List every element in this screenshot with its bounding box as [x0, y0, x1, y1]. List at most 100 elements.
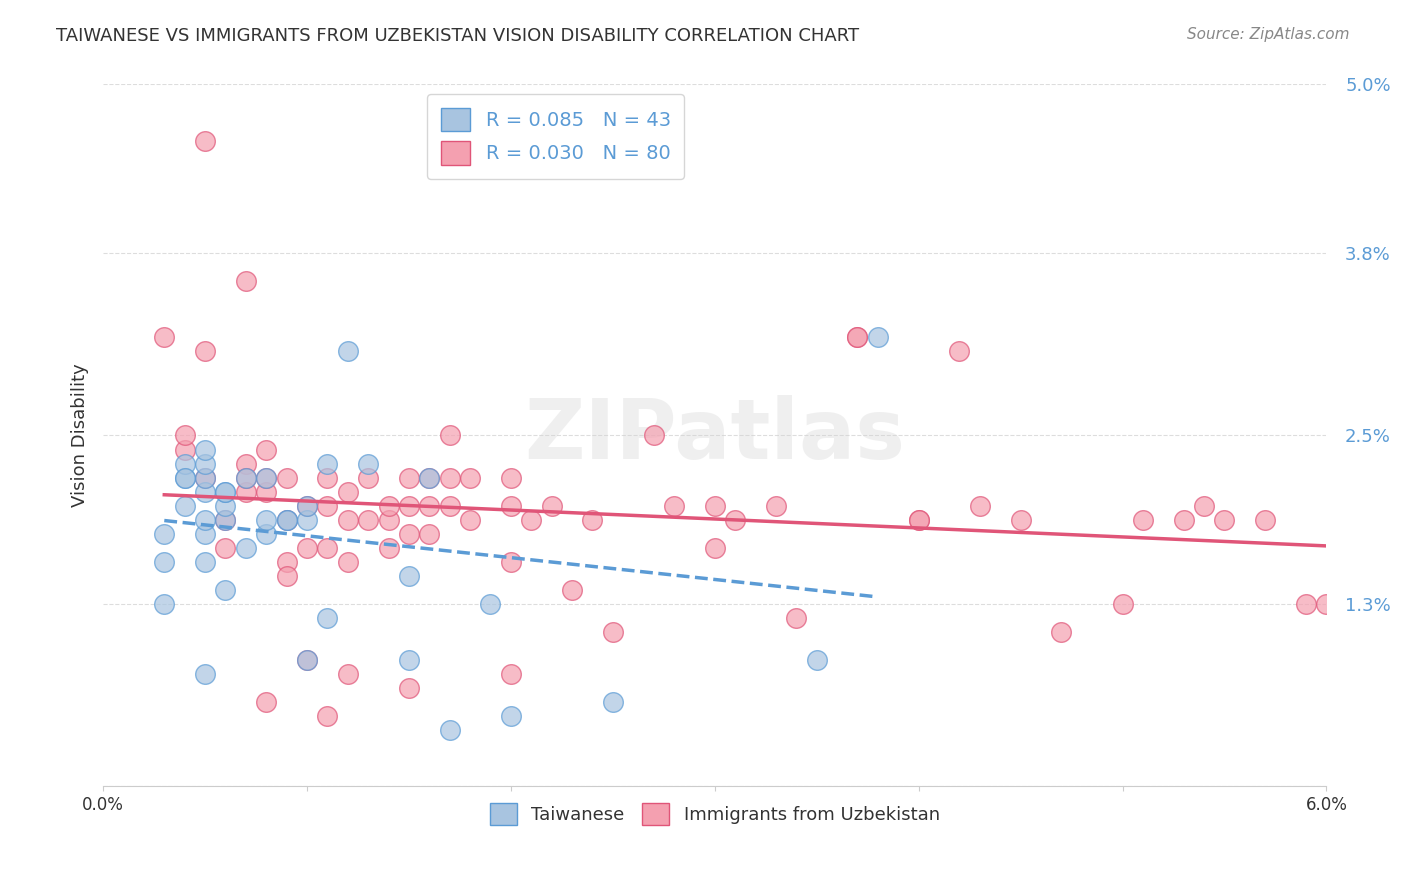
Point: [153, 555, 176, 569]
Point: [846, 330, 869, 344]
Point: [316, 470, 339, 484]
Point: [316, 457, 339, 471]
Point: [235, 470, 257, 484]
Point: [235, 541, 257, 555]
Point: [520, 513, 543, 527]
Point: [1254, 513, 1277, 527]
Point: [235, 274, 257, 288]
Legend: Taiwanese, Immigrants from Uzbekistan: Taiwanese, Immigrants from Uzbekistan: [481, 794, 949, 834]
Point: [398, 470, 420, 484]
Point: [194, 344, 217, 359]
Point: [153, 330, 176, 344]
Point: [194, 513, 217, 527]
Point: [276, 569, 298, 583]
Point: [1050, 625, 1073, 640]
Point: [214, 541, 236, 555]
Point: [194, 484, 217, 499]
Point: [295, 653, 318, 667]
Point: [254, 442, 277, 457]
Point: [806, 653, 828, 667]
Point: [398, 569, 420, 583]
Point: [866, 330, 889, 344]
Point: [377, 499, 399, 513]
Point: [295, 541, 318, 555]
Text: Source: ZipAtlas.com: Source: ZipAtlas.com: [1187, 27, 1350, 42]
Point: [439, 499, 461, 513]
Point: [499, 470, 522, 484]
Point: [316, 611, 339, 625]
Point: [254, 470, 277, 484]
Point: [276, 513, 298, 527]
Point: [418, 470, 440, 484]
Point: [173, 457, 195, 471]
Point: [295, 513, 318, 527]
Point: [194, 457, 217, 471]
Point: [969, 499, 991, 513]
Point: [194, 555, 217, 569]
Point: [295, 499, 318, 513]
Point: [194, 470, 217, 484]
Point: [499, 555, 522, 569]
Point: [336, 555, 359, 569]
Point: [846, 330, 869, 344]
Point: [662, 499, 685, 513]
Point: [336, 484, 359, 499]
Point: [377, 513, 399, 527]
Point: [499, 667, 522, 681]
Point: [499, 709, 522, 723]
Point: [173, 428, 195, 442]
Point: [948, 344, 970, 359]
Point: [254, 513, 277, 527]
Point: [602, 625, 624, 640]
Point: [153, 597, 176, 611]
Point: [1192, 499, 1215, 513]
Point: [398, 681, 420, 696]
Point: [398, 653, 420, 667]
Point: [418, 470, 440, 484]
Point: [1295, 597, 1317, 611]
Point: [398, 499, 420, 513]
Point: [418, 526, 440, 541]
Point: [602, 695, 624, 709]
Point: [276, 513, 298, 527]
Point: [1173, 513, 1195, 527]
Point: [1213, 513, 1236, 527]
Point: [214, 582, 236, 597]
Point: [276, 555, 298, 569]
Point: [907, 513, 929, 527]
Point: [235, 484, 257, 499]
Point: [295, 499, 318, 513]
Point: [458, 513, 481, 527]
Point: [254, 526, 277, 541]
Y-axis label: Vision Disability: Vision Disability: [72, 364, 89, 508]
Point: [173, 499, 195, 513]
Point: [194, 526, 217, 541]
Point: [458, 470, 481, 484]
Point: [907, 513, 929, 527]
Point: [765, 499, 787, 513]
Point: [1132, 513, 1154, 527]
Point: [439, 428, 461, 442]
Point: [357, 513, 380, 527]
Point: [235, 457, 257, 471]
Point: [703, 499, 725, 513]
Point: [316, 499, 339, 513]
Point: [1010, 513, 1032, 527]
Point: [336, 344, 359, 359]
Point: [643, 428, 665, 442]
Point: [254, 484, 277, 499]
Text: TAIWANESE VS IMMIGRANTS FROM UZBEKISTAN VISION DISABILITY CORRELATION CHART: TAIWANESE VS IMMIGRANTS FROM UZBEKISTAN …: [56, 27, 859, 45]
Point: [254, 695, 277, 709]
Point: [194, 667, 217, 681]
Point: [439, 470, 461, 484]
Point: [418, 499, 440, 513]
Point: [153, 526, 176, 541]
Point: [336, 513, 359, 527]
Point: [724, 513, 747, 527]
Point: [540, 499, 562, 513]
Point: [214, 513, 236, 527]
Point: [581, 513, 603, 527]
Point: [479, 597, 502, 611]
Point: [194, 470, 217, 484]
Point: [173, 470, 195, 484]
